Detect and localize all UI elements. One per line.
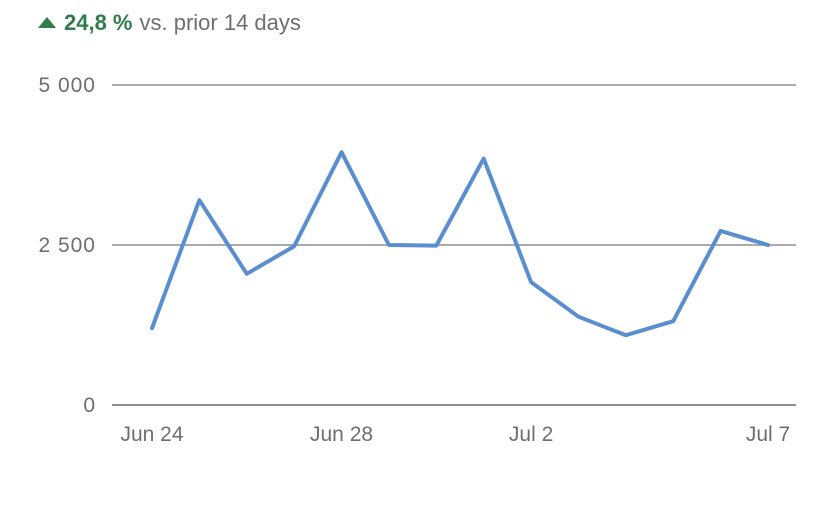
trend-up-icon [38, 16, 56, 28]
data-point [246, 273, 248, 275]
chart-gridlines [112, 84, 796, 406]
data-point [388, 244, 390, 246]
y-tick-label: 0 [83, 394, 96, 417]
comparison-label: vs. prior 14 days [139, 10, 301, 35]
x-axis-ticks: Jun 24 Jun 28 Jul 2 Jul 7 [120, 423, 790, 446]
data-point [577, 316, 579, 318]
data-point [720, 230, 722, 232]
y-tick-label: 2 500 [38, 234, 96, 257]
y-tick-label: 5 000 [38, 74, 96, 97]
change-percentage: 24,8 % [64, 10, 133, 35]
chart-series [150, 150, 770, 338]
data-point [767, 244, 769, 246]
data-point [198, 199, 200, 201]
x-tick-label: Jun 28 [310, 423, 373, 446]
trend-summary: 24,8 % vs. prior 14 days [38, 8, 301, 38]
data-point [435, 245, 437, 247]
data-point [341, 151, 343, 153]
data-point [483, 158, 485, 160]
data-point [672, 320, 674, 322]
x-tick-label: Jul 2 [509, 423, 553, 446]
data-point [293, 245, 295, 247]
x-tick-label: Jun 24 [120, 423, 183, 446]
y-axis-ticks: 5 000 2 500 0 [38, 74, 96, 417]
data-point [530, 281, 532, 283]
data-point [625, 334, 627, 336]
x-tick-label: Jul 7 [746, 423, 790, 446]
data-point [151, 327, 153, 329]
series-line [150, 150, 770, 338]
